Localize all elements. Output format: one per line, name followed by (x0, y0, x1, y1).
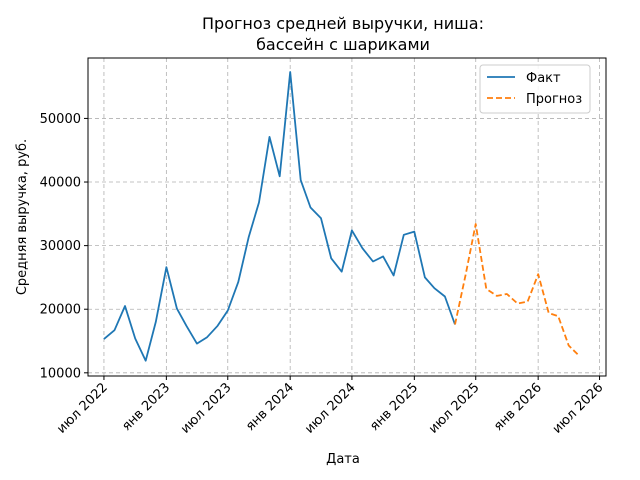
legend-label-forecast: Прогноз (526, 92, 582, 107)
series-layer (103, 71, 580, 362)
y-tick-label: 20000 (40, 303, 81, 318)
y-tick-label: 40000 (40, 176, 81, 191)
chart-title-line-1: Прогноз средней выручки, ниша: (202, 14, 484, 33)
chart-title-line-2: бассейн с шариками (256, 35, 430, 54)
series-line-forecast (454, 223, 580, 357)
legend-label-fact: Факт (526, 71, 561, 86)
y-tick-label: 50000 (40, 112, 81, 127)
x-axis-label: Дата (326, 452, 360, 467)
legend: Факт Прогноз (479, 64, 591, 114)
y-axis-label: Средняя выручка, руб. (15, 139, 30, 295)
series-line-fact (103, 71, 456, 362)
y-tick-label: 30000 (40, 239, 81, 254)
y-tick-label: 10000 (40, 366, 81, 381)
plot-frame (87, 57, 607, 377)
